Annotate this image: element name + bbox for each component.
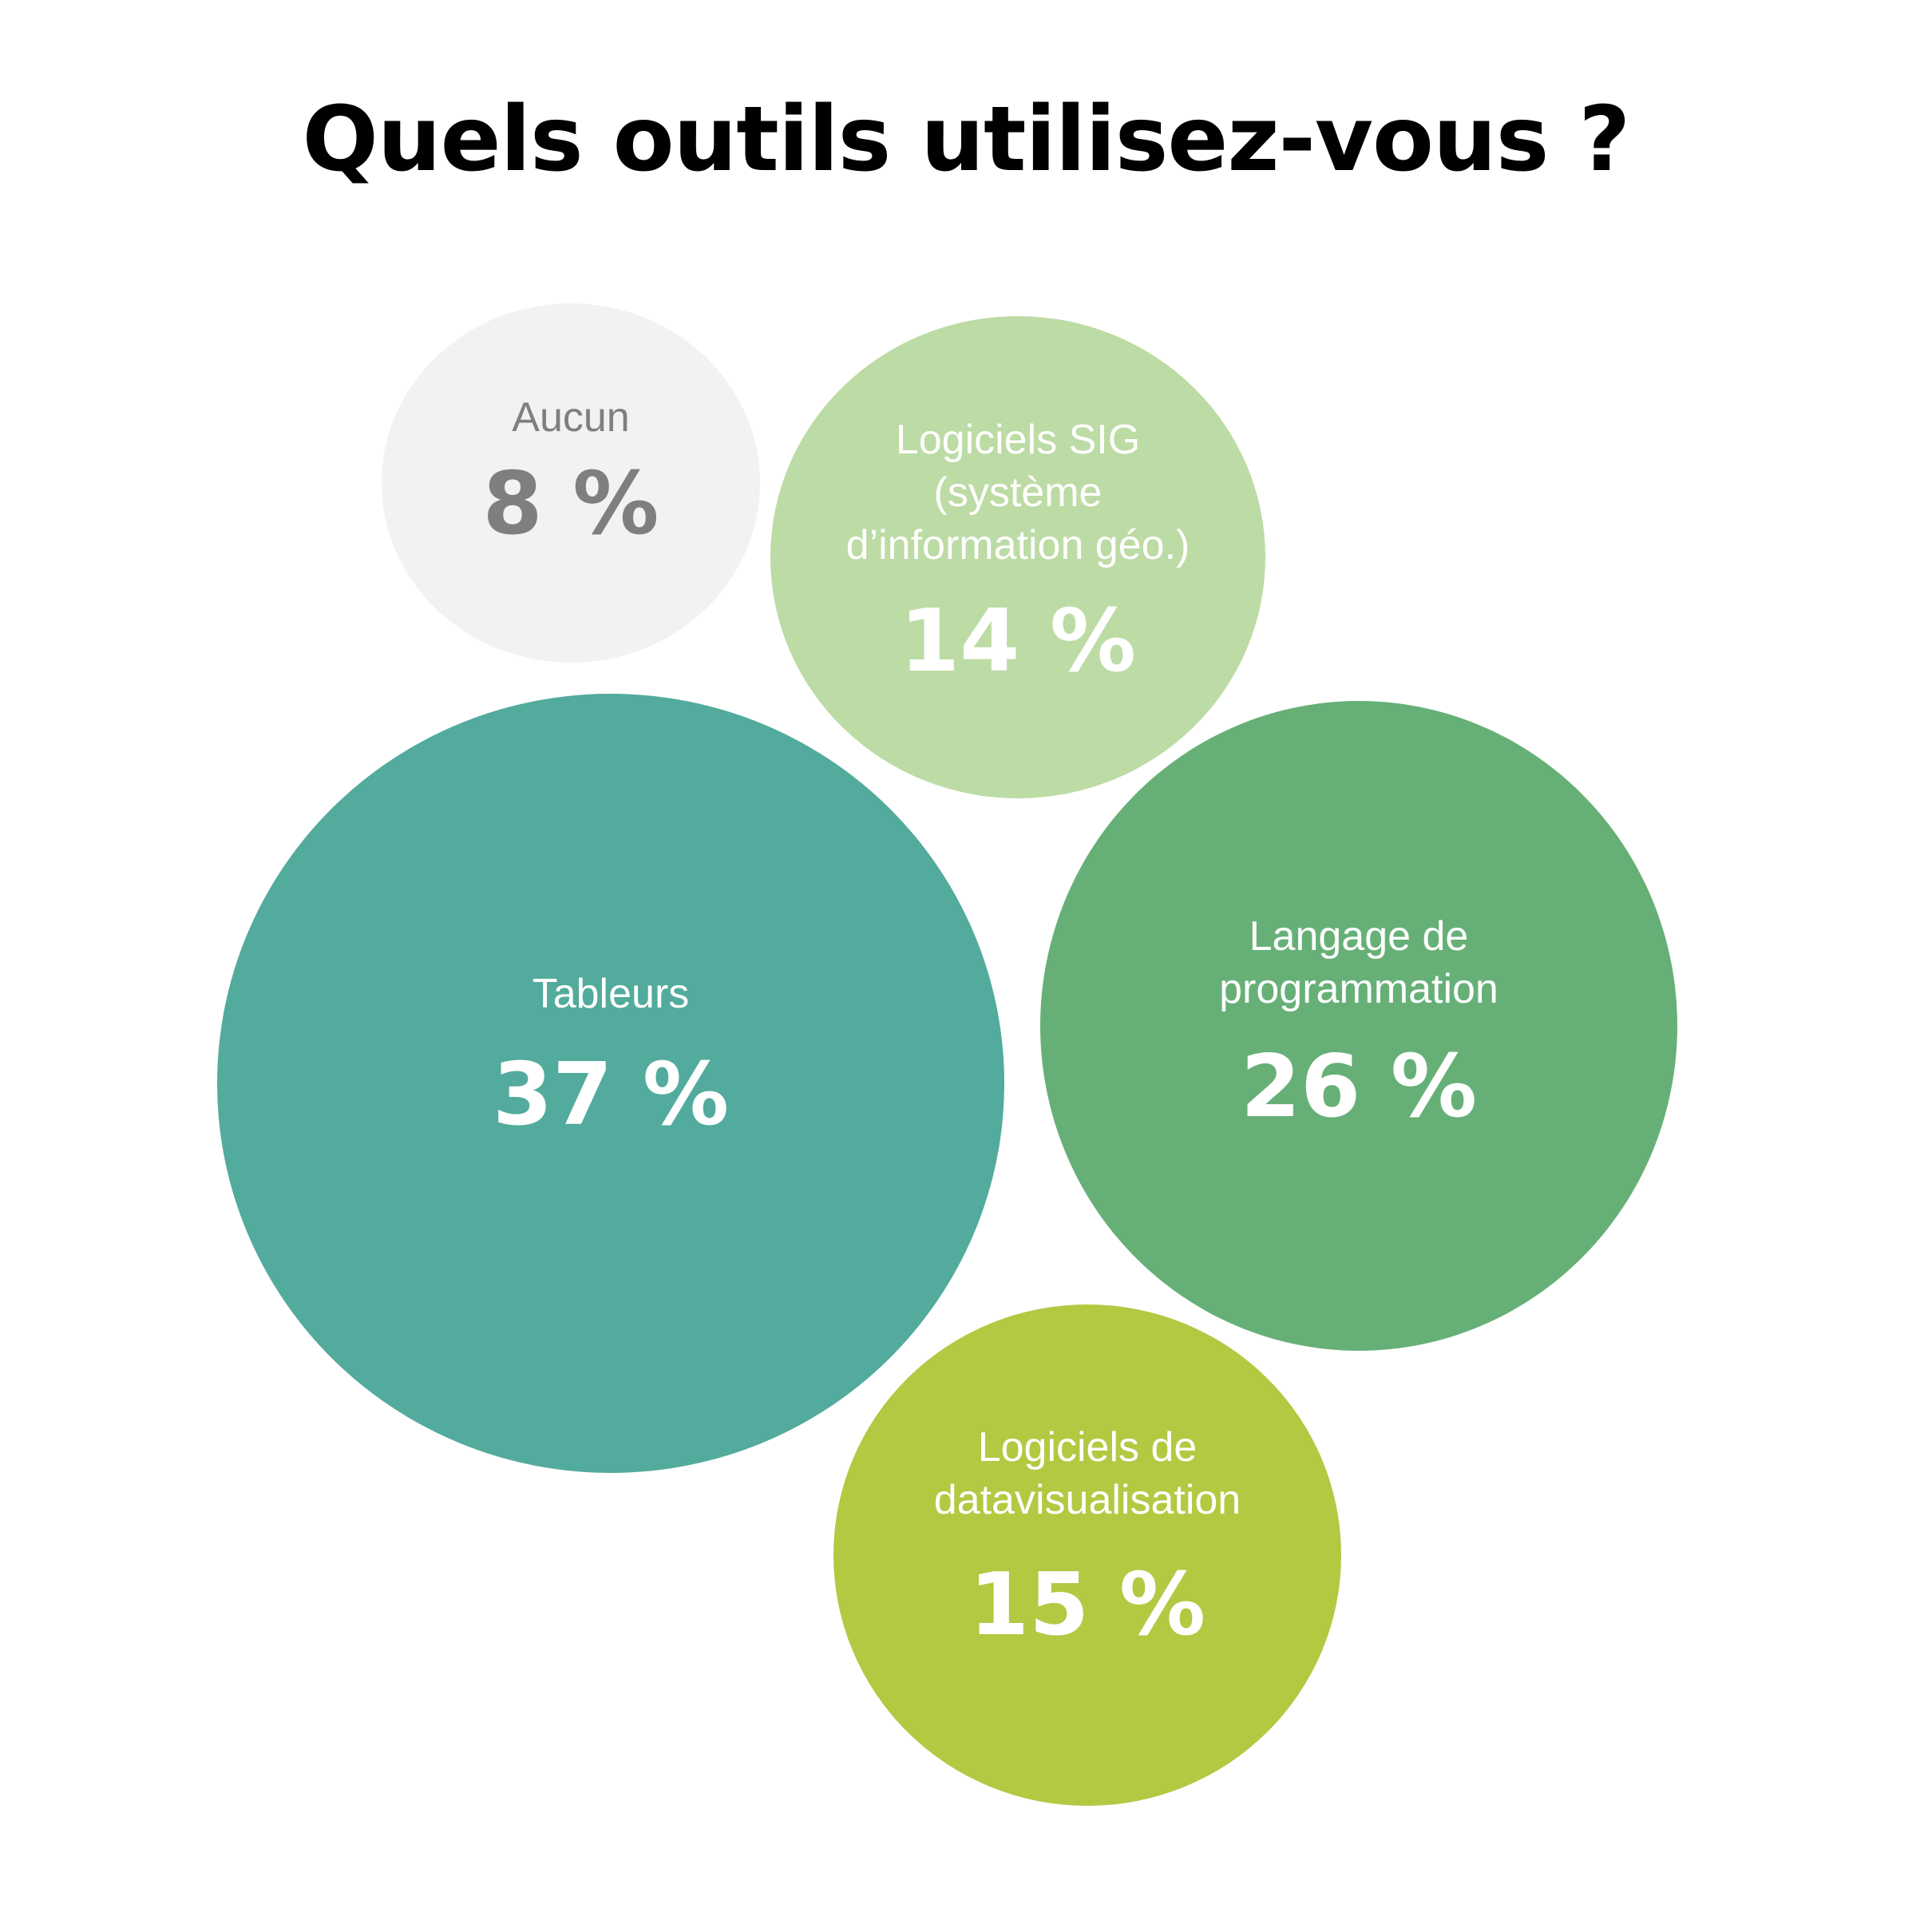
bubble-logiciels-sig: Logiciels SIG (système d’information géo.)…: [770, 316, 1265, 798]
bubble-circle-langage-programmation: [1040, 701, 1677, 1351]
bubble-label-logiciels-sig: (système: [934, 469, 1103, 516]
bubble-label-logiciels-sig: d’information géo.): [846, 522, 1190, 568]
bubble-label-langage-programmation: Langage de: [1249, 913, 1469, 960]
bubble-tableurs: Tableurs 37 %: [217, 694, 1004, 1473]
chart-title: Quels outils utilisez-vous ?: [302, 88, 1631, 192]
bubble-langage-programmation: Langage de programmation 26 %: [1040, 701, 1677, 1351]
bubble-aucun: Aucun 8 %: [382, 303, 760, 663]
bubble-label-logiciels-sig: Logiciels SIG: [896, 417, 1140, 463]
bubble-label-tableurs: Tableurs: [532, 971, 690, 1017]
bubble-value-logiciels-sig: 14 %: [900, 592, 1136, 691]
bubble-logiciels-dataviz: Logiciels de datavisualisation 15 %: [833, 1304, 1341, 1806]
bubble-label-aucun: Aucun: [512, 394, 629, 441]
bubble-value-aucun: 8 %: [483, 454, 659, 554]
bubble-circle-logiciels-dataviz: [833, 1304, 1341, 1806]
bubble-value-langage-programmation: 26 %: [1241, 1037, 1477, 1137]
bubble-circle-logiciels-sig: [770, 316, 1265, 798]
bubble-label-logiciels-dataviz: Logiciels de: [978, 1424, 1198, 1471]
bubble-circle-aucun: [382, 303, 760, 663]
bubble-value-logiciels-dataviz: 15 %: [969, 1555, 1206, 1655]
bubble-circle-tableurs: [217, 694, 1004, 1473]
bubble-value-tableurs: 37 %: [493, 1045, 729, 1145]
bubble-label-logiciels-dataviz: datavisualisation: [934, 1477, 1241, 1523]
bubble-label-langage-programmation: programmation: [1219, 966, 1498, 1012]
